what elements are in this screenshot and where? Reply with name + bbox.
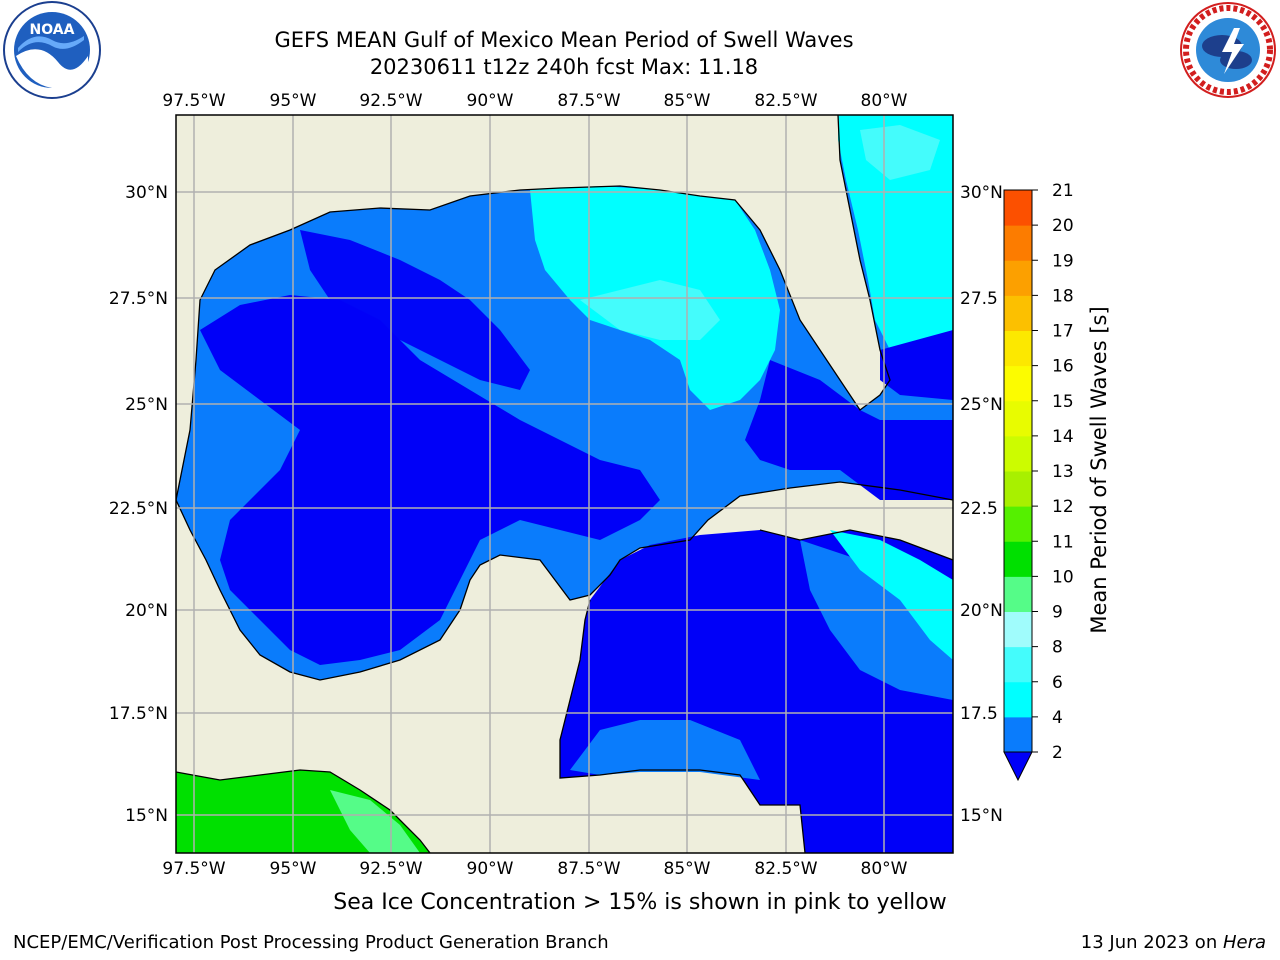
footer-date-text: 13 Jun 2023 on xyxy=(1080,932,1223,953)
lon-tick-bottom: 95°W xyxy=(270,859,317,879)
swell-deep-blob xyxy=(200,295,660,665)
colorbar-tick-label: 20 xyxy=(1052,216,1074,236)
footer-credit: NCEP/EMC/Verification Post Processing Pr… xyxy=(13,932,609,953)
lat-tick-left: 22.5°N xyxy=(109,499,168,519)
lon-tick-top: 97.5°W xyxy=(162,91,225,111)
colorbar-tick-label: 21 xyxy=(1052,181,1074,201)
colorbar-tick-label: 14 xyxy=(1052,427,1074,447)
map-frame xyxy=(175,114,954,854)
lon-tick-bottom: 82.5°W xyxy=(754,859,817,879)
chart-title: GEFS MEAN Gulf of Mexico Mean Period of … xyxy=(274,28,854,52)
colorbar-segment xyxy=(1004,611,1032,648)
lon-tick-bottom: 92.5°W xyxy=(359,859,422,879)
lon-tick-bottom: 85°W xyxy=(664,859,711,879)
lon-tick-top: 85°W xyxy=(664,91,711,111)
colorbar-tick-label: 16 xyxy=(1052,357,1074,377)
swell-deep-blob xyxy=(745,360,953,500)
atlantic-deep xyxy=(880,330,953,400)
colorbar-tick-label: 8 xyxy=(1052,638,1063,658)
lat-tick-right: 25°N xyxy=(960,395,1003,415)
lon-tick-top: 87.5°W xyxy=(557,91,620,111)
colorbar-tick-label: 4 xyxy=(1052,708,1063,728)
colorbar-tick-label: 15 xyxy=(1052,392,1074,412)
colorbar-segment xyxy=(1004,295,1032,331)
colorbar-segment xyxy=(1004,330,1032,367)
lon-tick-bottom: 80°W xyxy=(861,859,908,879)
lon-tick-top: 80°W xyxy=(861,91,908,111)
lat-tick-right: 17.5 xyxy=(960,704,998,724)
caribbean-cyan xyxy=(830,530,953,660)
swell-light-cyan xyxy=(580,280,720,340)
colorbar-tick-label: 9 xyxy=(1052,603,1063,623)
caribbean-mid xyxy=(570,720,760,780)
colorbar-segment xyxy=(1004,716,1032,753)
lat-tick-left: 30°N xyxy=(125,183,168,203)
colorbar-tick-label: 2 xyxy=(1052,743,1063,763)
footer-machine: Hera xyxy=(1222,932,1266,953)
atlantic-light xyxy=(860,125,940,180)
colorbar-segment xyxy=(1004,365,1032,402)
colorbar-segment xyxy=(1004,576,1032,612)
colorbar-segment xyxy=(1004,435,1032,472)
noaa-logo: NOAA xyxy=(3,1,101,99)
lon-tick-top: 82.5°W xyxy=(754,91,817,111)
lat-tick-right: 22.5 xyxy=(960,499,998,519)
atlantic-water xyxy=(838,115,953,350)
lat-tick-right: 20°N xyxy=(960,601,1003,621)
nws-logo xyxy=(1180,2,1276,98)
colorbar-segment xyxy=(1004,541,1032,577)
colorbar-segment xyxy=(1004,400,1032,437)
lat-tick-left: 15°N xyxy=(125,806,168,826)
footer-date: 13 Jun 2023 on Hera xyxy=(1081,932,1266,953)
lon-tick-top: 90°W xyxy=(467,91,514,111)
swell-deep-blob xyxy=(300,230,530,390)
colorbar-segment xyxy=(1004,646,1032,683)
svg-text:NOAA: NOAA xyxy=(30,22,75,38)
colorbar-tick-label: 6 xyxy=(1052,673,1063,693)
lon-tick-top: 95°W xyxy=(270,91,317,111)
colorbar-tick-label: 11 xyxy=(1052,532,1074,552)
lon-tick-bottom: 97.5°W xyxy=(162,859,225,879)
colorbar-tick-label: 17 xyxy=(1052,322,1074,342)
colorbar-tick-label: 10 xyxy=(1052,567,1074,587)
colorbar-segment xyxy=(1004,190,1032,226)
lat-tick-left: 20°N xyxy=(125,601,168,621)
colorbar-extend-arrow xyxy=(1003,751,1033,782)
colorbar: 2 4 6 8 9 10 11 12 13 14 15 16 17 18 19 20 21 xyxy=(1003,181,1074,782)
colorbar-tick-label: 18 xyxy=(1052,286,1074,306)
lat-tick-left: 17.5°N xyxy=(109,704,168,724)
colorbar-label: Mean Period of Swell Waves [s] xyxy=(1087,306,1111,633)
colorbar-tick-label: 13 xyxy=(1052,462,1074,482)
lat-tick-left: 27.5°N xyxy=(109,289,168,309)
colorbar-segment xyxy=(1004,681,1032,718)
lon-tick-bottom: 87.5°W xyxy=(557,859,620,879)
pacific-light xyxy=(330,790,420,853)
colorbar-tick-label: 19 xyxy=(1052,251,1074,271)
graticule xyxy=(176,115,953,853)
lon-tick-top: 92.5°W xyxy=(359,91,422,111)
caribbean-mid xyxy=(800,540,953,700)
lat-tick-right: 27.5 xyxy=(960,289,998,309)
lon-tick-bottom: 90°W xyxy=(467,859,514,879)
colorbar-segment xyxy=(1004,506,1032,542)
colorbar-segment xyxy=(1004,260,1032,296)
lat-tick-right: 30°N xyxy=(960,183,1003,203)
colorbar-segment xyxy=(1004,225,1032,261)
lat-tick-left: 25°N xyxy=(125,395,168,415)
lat-tick-right: 15°N xyxy=(960,806,1003,826)
colorbar-tick-label: 12 xyxy=(1052,497,1074,517)
colorbar-segment xyxy=(1004,471,1032,507)
sea-ice-note: Sea Ice Concentration > 15% is shown in … xyxy=(333,890,947,915)
chart-subtitle: 20230611 t12z 240h fcst Max: 11.18 xyxy=(369,55,759,79)
